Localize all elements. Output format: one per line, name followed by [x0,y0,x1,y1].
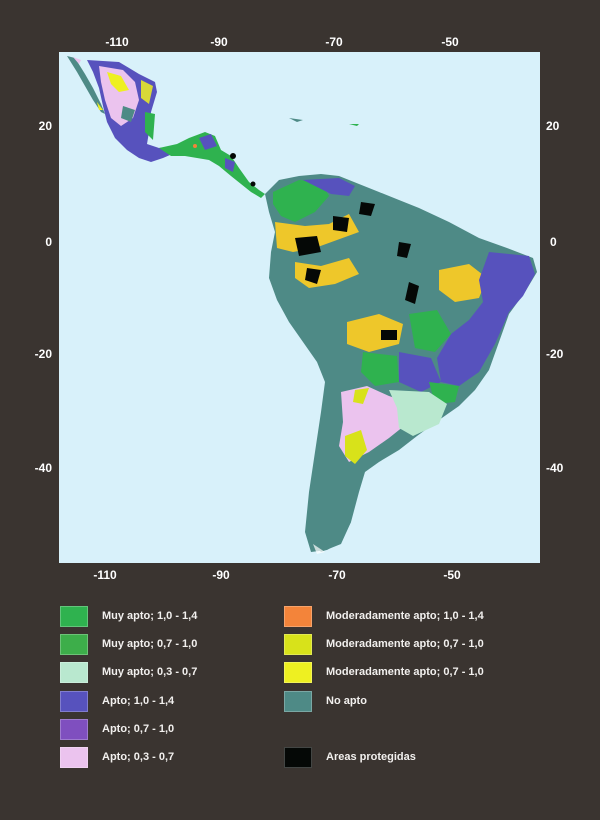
x-tick-top: -90 [210,35,228,49]
legend-item-apto-2: Apto; 0,7 - 1,0 [60,718,174,740]
y-tick-left: 0 [45,235,52,249]
legend-item-muy-apto-2: Muy apto; 0,7 - 1,0 [60,633,197,655]
legend-label: Apto; 0,7 - 1,0 [102,723,175,735]
legend-label: Moderadamente apto; 0,7 - 1,0 [326,666,484,678]
x-tick-bottom: -90 [212,568,230,582]
legend-swatch [60,718,88,740]
legend-swatch [60,661,88,683]
legend-label: No apto [326,695,367,707]
y-tick-left: -20 [34,347,52,361]
legend-swatch [284,690,312,712]
legend-item-moderadamente-apto-1: Moderadamente apto; 1,0 - 1,4 [284,605,484,627]
y-tick-left: -40 [34,461,52,475]
legend-swatch [60,746,88,768]
x-tick-bottom: -70 [328,568,346,582]
y-tick-right: -20 [546,347,564,361]
legend-swatch [60,605,88,627]
y-tick-left: 20 [38,119,52,133]
legend-item-apto-1: Apto; 1,0 - 1,4 [60,690,174,712]
legend-swatch [284,633,312,655]
legend-label: Apto; 1,0 - 1,4 [102,695,175,707]
latin-america-suitability-map [67,56,537,554]
legend-label: Muy apto; 0,3 - 0,7 [102,666,198,678]
legend-label: Muy apto; 1,0 - 1,4 [102,610,198,622]
legend-item-moderadamente-apto-3: Moderadamente apto; 0,7 - 1,0 [284,661,484,683]
legend-label: Apto; 0,3 - 0,7 [102,751,175,763]
legend-swatch [284,661,312,683]
legend-item-muy-apto-1: Muy apto; 1,0 - 1,4 [60,605,197,627]
x-tick-top: -110 [105,35,129,49]
legend-label: Muy apto; 0,7 - 1,0 [102,638,198,650]
x-tick-top: -70 [325,35,343,49]
legend-item-moderadamente-apto-2: Moderadamente apto; 0,7 - 1,0 [284,633,484,655]
legend-item-no-apto: No apto [284,690,367,712]
legend-item-muy-apto-3: Muy apto; 0,3 - 0,7 [60,661,197,683]
x-tick-top: -50 [441,35,459,49]
y-tick-right: -40 [546,461,564,475]
legend-label: Moderadamente apto; 0,7 - 1,0 [326,638,484,650]
legend-swatch [284,605,312,627]
y-tick-right: 0 [550,235,557,249]
legend-label: Moderadamente apto; 1,0 - 1,4 [326,610,484,622]
y-tick-right: 20 [546,119,560,133]
legend-item-apto-3: Apto; 0,3 - 0,7 [60,746,174,768]
map-area[interactable] [59,52,540,563]
legend-label: Areas protegidas [326,751,416,763]
x-tick-bottom: -50 [443,568,461,582]
x-tick-bottom: -110 [93,568,117,582]
legend-swatch [284,746,312,768]
legend-swatch [60,690,88,712]
legend-item-areas-protegidas: Areas protegidas [284,746,416,768]
legend-swatch [60,633,88,655]
